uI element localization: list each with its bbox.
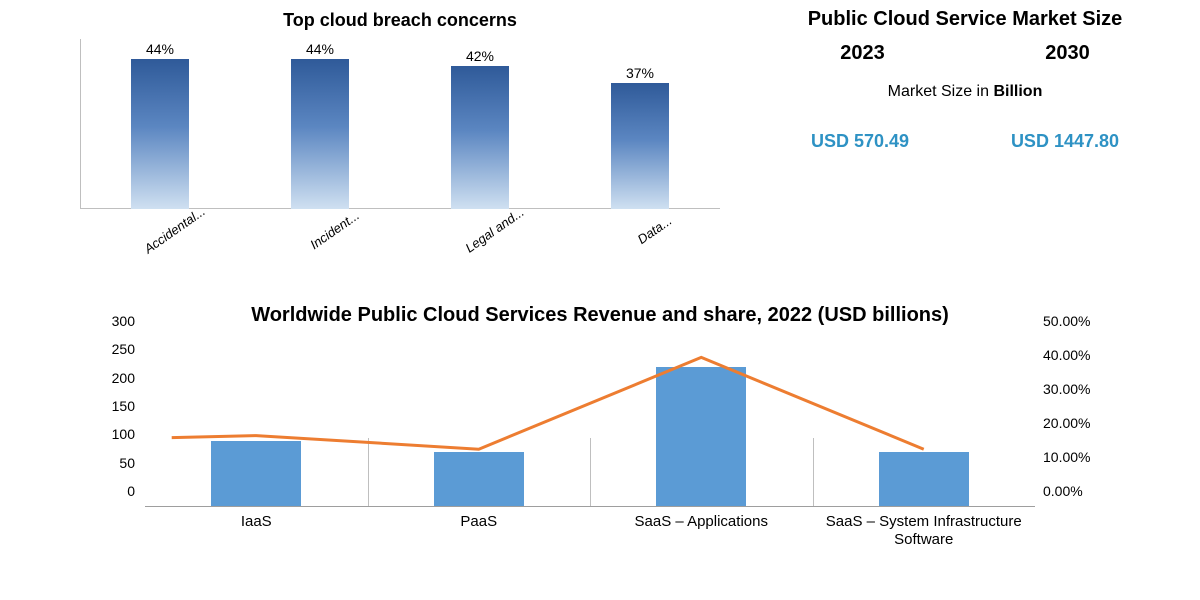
revenue-x-labels: IaaS PaaS SaaS – Applications SaaS – System…: [145, 507, 1035, 567]
revenue-left-tick: 200: [75, 370, 135, 386]
revenue-line-path: [172, 357, 924, 449]
market-values-row: USD 570.49 USD 1447.80: [760, 131, 1170, 152]
revenue-chart-area: 050100150200250300 0.00%10.00%20.00%30.0…: [75, 337, 1125, 567]
market-subtitle: Market Size in Billion: [760, 83, 1170, 101]
revenue-chart-title: Worldwide Public Cloud Services Revenue …: [40, 304, 1160, 327]
breach-bars-container: 44% 44% 42% 37%: [80, 39, 720, 209]
breach-chart-title: Top cloud breach concerns: [60, 10, 740, 31]
market-value-2023: USD 570.49: [811, 131, 909, 152]
revenue-share-chart: Worldwide Public Cloud Services Revenue …: [0, 304, 1200, 567]
breach-labels-container: Accidental...Incident...Legal and...Data…: [80, 209, 720, 279]
revenue-share-line: [145, 337, 1035, 507]
revenue-left-tick: 0: [75, 483, 135, 499]
breach-bar: [611, 83, 669, 209]
market-year-2023: 2023: [840, 42, 885, 65]
revenue-category-label: SaaS – System Infrastructure Software: [824, 507, 1024, 567]
breach-bar: [451, 66, 509, 209]
market-value-2030: USD 1447.80: [1011, 131, 1119, 152]
breach-bar-value: 44%: [306, 41, 334, 57]
market-year-2030: 2030: [1045, 42, 1090, 65]
revenue-right-tick: 30.00%: [1043, 381, 1123, 397]
revenue-category-label: PaaS: [379, 507, 579, 567]
breach-bar: [131, 59, 189, 209]
revenue-right-tick: 20.00%: [1043, 415, 1123, 431]
breach-bar-value: 44%: [146, 41, 174, 57]
breach-chart-area: 44% 44% 42% 37% Accidental...Incident...Leg…: [80, 39, 720, 279]
revenue-plot-area: [145, 337, 1035, 507]
market-size-panel: Public Cloud Service Market Size 2023 20…: [760, 0, 1200, 300]
revenue-left-tick: 300: [75, 313, 135, 329]
breach-bar: [291, 59, 349, 209]
revenue-right-tick: 0.00%: [1043, 483, 1123, 499]
market-subtitle-prefix: Market Size in: [888, 83, 994, 100]
market-title: Public Cloud Service Market Size: [760, 6, 1170, 32]
breach-bar-value: 42%: [466, 48, 494, 64]
market-subtitle-bold: Billion: [993, 83, 1042, 100]
revenue-right-tick: 10.00%: [1043, 449, 1123, 465]
revenue-right-tick: 50.00%: [1043, 313, 1123, 329]
market-years-row: 2023 2030: [760, 42, 1170, 65]
revenue-right-tick: 40.00%: [1043, 347, 1123, 363]
revenue-left-tick: 50: [75, 455, 135, 471]
breach-concerns-chart: Top cloud breach concerns 44% 44% 42% 37% A…: [0, 0, 760, 300]
revenue-right-y-ticks: 0.00%10.00%20.00%30.00%40.00%50.00%: [1035, 337, 1125, 507]
breach-bar-value: 37%: [626, 65, 654, 81]
revenue-category-label: SaaS – Applications: [601, 507, 801, 567]
revenue-left-y-ticks: 050100150200250300: [75, 337, 145, 507]
revenue-left-tick: 100: [75, 426, 135, 442]
revenue-left-tick: 250: [75, 341, 135, 357]
revenue-category-label: IaaS: [156, 507, 356, 567]
revenue-left-tick: 150: [75, 398, 135, 414]
